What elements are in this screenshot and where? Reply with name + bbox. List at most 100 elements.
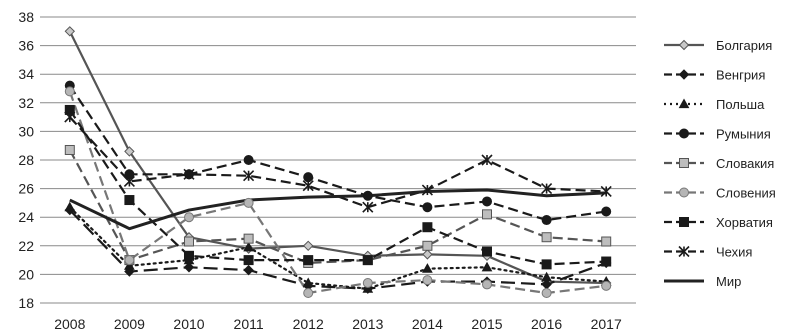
y-axis-ticks: 18 20 22 24 26 28 30 32 34 36 38 bbox=[18, 9, 34, 311]
series-line-0 bbox=[68, 30, 607, 285]
data-point bbox=[243, 241, 254, 252]
data-point bbox=[243, 155, 254, 165]
legend-marker bbox=[678, 39, 690, 51]
series-lines bbox=[68, 30, 608, 295]
data-point bbox=[362, 201, 374, 213]
y-tick-label: 22 bbox=[18, 238, 34, 254]
data-point bbox=[124, 260, 135, 270]
y-tick-label: 30 bbox=[18, 123, 34, 139]
data-point bbox=[303, 172, 314, 183]
legend-label: Мир bbox=[716, 274, 741, 289]
data-point bbox=[302, 180, 314, 192]
y-tick-label: 34 bbox=[18, 66, 34, 82]
legend-item: Румыния bbox=[664, 127, 771, 142]
legend-item: Хорватия bbox=[664, 215, 773, 230]
data-point bbox=[243, 233, 254, 244]
gridlines bbox=[40, 16, 636, 304]
series-line-8 bbox=[69, 188, 607, 231]
legend-item: Болгария bbox=[664, 38, 772, 53]
data-point bbox=[601, 206, 612, 217]
legend: Болгария Венгрия Польша Румыния Словакия Слов… bbox=[664, 38, 776, 289]
data-point bbox=[541, 271, 552, 282]
legend-marker bbox=[679, 128, 689, 139]
data-point bbox=[184, 250, 194, 261]
legend-item: Польша bbox=[664, 97, 765, 112]
legend-marker bbox=[678, 69, 690, 80]
x-tick-label: 2011 bbox=[234, 316, 264, 332]
legend-marker bbox=[678, 245, 690, 258]
legend-label: Польша bbox=[716, 97, 765, 112]
legend-marker bbox=[679, 217, 689, 227]
data-point bbox=[422, 202, 433, 213]
legend-marker bbox=[679, 187, 689, 198]
data-point bbox=[124, 146, 135, 157]
y-tick-label: 32 bbox=[18, 95, 34, 111]
y-tick-label: 24 bbox=[18, 209, 34, 225]
y-tick-label: 36 bbox=[18, 38, 34, 54]
data-point bbox=[64, 111, 76, 123]
x-tick-label: 2016 bbox=[531, 316, 562, 332]
data-point bbox=[481, 154, 493, 166]
legend-label: Словакия bbox=[716, 156, 774, 171]
data-point bbox=[422, 240, 433, 251]
data-point bbox=[184, 236, 194, 247]
x-tick-label: 2009 bbox=[114, 316, 145, 332]
data-point bbox=[64, 26, 76, 37]
x-tick-label: 2013 bbox=[352, 316, 383, 332]
legend-label: Хорватия bbox=[716, 215, 773, 230]
data-point bbox=[481, 261, 493, 272]
legend-label: Чехия bbox=[716, 245, 752, 260]
data-point bbox=[541, 287, 552, 298]
legend-item: Венгрия bbox=[664, 68, 765, 83]
legend-marker bbox=[678, 98, 690, 109]
data-point bbox=[541, 215, 552, 226]
data-point bbox=[422, 249, 433, 260]
data-point bbox=[64, 201, 76, 212]
data-point bbox=[541, 232, 552, 243]
data-point bbox=[303, 287, 314, 298]
series-line-4 bbox=[68, 149, 607, 265]
legend-label: Болгария bbox=[716, 38, 772, 53]
x-tick-label: 2017 bbox=[591, 316, 622, 332]
x-axis-ticks: 2008 2009 2010 2011 2012 2013 2014 2015 2016 2017 bbox=[54, 316, 622, 332]
legend-label: Румыния bbox=[716, 127, 771, 142]
data-point bbox=[601, 256, 612, 267]
data-point bbox=[303, 255, 314, 266]
data-point bbox=[243, 264, 254, 276]
data-point bbox=[302, 277, 314, 288]
data-point bbox=[362, 190, 373, 201]
data-point bbox=[243, 170, 255, 182]
data-point bbox=[302, 240, 314, 252]
series-line-2 bbox=[68, 206, 608, 290]
x-tick-label: 2015 bbox=[471, 316, 502, 332]
data-point bbox=[362, 255, 373, 266]
series-line-3 bbox=[68, 85, 607, 222]
y-tick-label: 38 bbox=[18, 9, 34, 25]
data-point bbox=[184, 212, 194, 223]
data-point bbox=[64, 144, 75, 155]
data-point bbox=[482, 279, 492, 290]
x-tick-label: 2012 bbox=[293, 316, 324, 332]
series-line-5 bbox=[68, 90, 607, 295]
data-point bbox=[482, 196, 492, 207]
series-markers bbox=[64, 26, 612, 298]
x-tick-label: 2008 bbox=[54, 316, 85, 332]
legend-item: Словения bbox=[664, 186, 776, 201]
y-tick-label: 18 bbox=[18, 295, 34, 311]
data-point bbox=[601, 236, 612, 247]
data-point bbox=[183, 262, 195, 273]
legend-label: Венгрия bbox=[716, 68, 765, 83]
data-point bbox=[362, 277, 373, 288]
data-point bbox=[422, 275, 433, 286]
data-point bbox=[64, 86, 75, 97]
data-point bbox=[243, 197, 254, 208]
data-point bbox=[124, 255, 135, 266]
data-point bbox=[600, 185, 612, 198]
x-tick-label: 2014 bbox=[412, 316, 443, 332]
legend-marker bbox=[679, 158, 689, 168]
data-point bbox=[422, 263, 433, 273]
data-point bbox=[482, 246, 492, 257]
legend-item: Чехия bbox=[664, 245, 752, 260]
series-line-6 bbox=[68, 109, 607, 266]
